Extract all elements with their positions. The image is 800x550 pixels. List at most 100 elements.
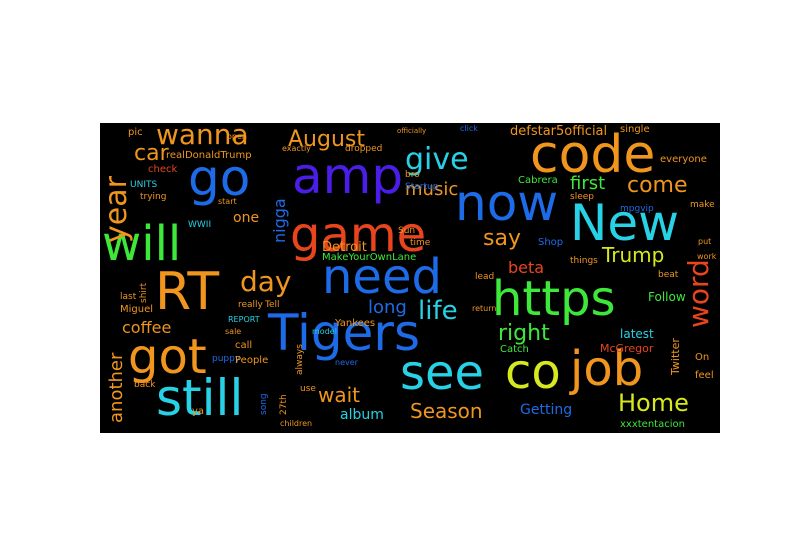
word-Tigers: Tigers — [268, 304, 421, 362]
word-check: check — [148, 164, 178, 175]
word-coffee: coffee — [122, 318, 172, 337]
word-27th: 27th — [279, 394, 289, 415]
word-see: see — [400, 345, 485, 401]
word-need: need — [322, 249, 442, 305]
word-back: back — [134, 380, 156, 390]
word-dropped: dropped — [345, 144, 383, 154]
word-Catch: Catch — [500, 344, 529, 355]
word-music: music — [405, 179, 459, 200]
word-use: use — [300, 384, 316, 394]
word-On: On — [695, 352, 710, 363]
word-long: long — [368, 297, 407, 318]
word-feel: feel — [695, 370, 714, 381]
word-really: really — [238, 300, 263, 310]
word-day: day — [240, 265, 292, 298]
word-puppy: puppy — [212, 354, 241, 364]
word-xxxtentacion: xxxtentacion — [620, 419, 685, 430]
word-last: last — [120, 292, 137, 302]
word-year: year — [100, 176, 134, 243]
word-album: album — [340, 407, 384, 423]
word-People: People — [235, 355, 269, 366]
word-shirt: shirt — [139, 282, 149, 303]
word-start: start — [218, 197, 237, 206]
word-call: call — [235, 340, 253, 351]
word-Startup: Startup — [405, 182, 439, 192]
word-Miguel: Miguel — [120, 304, 154, 315]
word-defstar5official: defstar5official — [510, 124, 608, 139]
word-officially: officially — [397, 127, 427, 135]
word-make: make — [690, 200, 715, 210]
word-everyone: everyone — [660, 154, 707, 165]
word-beta: beta — [508, 258, 545, 277]
word-put: put — [698, 237, 712, 246]
word-sale: sale — [225, 327, 242, 336]
word-children: children — [280, 419, 313, 428]
word-first: first — [570, 173, 606, 194]
word-New: New — [570, 194, 680, 252]
word-return: return — [472, 304, 497, 313]
word-Cabrera: Cabrera — [518, 175, 558, 186]
word-wanna: wanna — [156, 123, 249, 151]
word-go: go — [188, 149, 251, 207]
word-RT: RT — [155, 262, 220, 322]
word-bro: bro — [405, 170, 420, 180]
word-game: game — [290, 207, 427, 263]
word-latest: latest — [620, 327, 654, 341]
word-exactly: exactly — [282, 144, 311, 153]
word-right: right — [498, 321, 550, 346]
word-Getting: Getting — [520, 402, 573, 418]
word-Yankees: Yankees — [335, 318, 376, 329]
word-code: code — [530, 125, 656, 185]
word-never: never — [335, 358, 358, 367]
word-mpgvip: mpgvip — [620, 204, 654, 214]
word-REPORT: REPORT — [228, 315, 260, 324]
word-Tell: Tell — [265, 300, 280, 310]
word-co: co — [505, 344, 561, 400]
word-always: always — [295, 344, 305, 375]
word-single: single — [620, 124, 650, 135]
word-now: now — [455, 174, 559, 232]
word-wait: wait — [318, 383, 361, 407]
word-car: car — [134, 141, 169, 166]
word-ya: ya — [192, 406, 205, 417]
word-sleep: sleep — [570, 192, 594, 202]
word-beat: beat — [658, 270, 679, 280]
word-got: got — [128, 329, 207, 385]
word-another: another — [106, 352, 127, 423]
word-MakeYourOwnLane: MakeYourOwnLane — [322, 252, 417, 263]
word-time: time — [410, 238, 431, 248]
word-one: one — [233, 210, 260, 226]
word-still: still — [156, 369, 244, 427]
word-Twitter: Twitter — [669, 338, 682, 375]
word-Trump: Trump — [602, 243, 665, 267]
word-Season: Season — [410, 399, 483, 423]
word-trying: trying — [140, 192, 167, 202]
word-open: open — [227, 132, 247, 141]
word-lead: lead — [475, 272, 495, 282]
word-pic: pic — [128, 127, 143, 138]
word-Detroit: Detroit — [322, 240, 367, 255]
word-will: will — [102, 216, 182, 272]
word-things: things — [570, 256, 598, 266]
word-come: come — [627, 173, 688, 198]
word-life: life — [418, 296, 458, 326]
word-job: job — [570, 341, 644, 397]
word-work: work — [697, 252, 717, 261]
word-realDonaldTrump: realDonaldTrump — [166, 150, 252, 161]
word-UNITS: UNITS — [130, 180, 158, 190]
word-McGregor: McGregor — [600, 342, 654, 355]
word-click: click — [460, 124, 478, 133]
word-WWII: WWII — [188, 220, 212, 230]
word-https: https — [492, 271, 616, 327]
word-give: give — [405, 142, 469, 177]
word-say: say — [483, 226, 521, 251]
word-model: model — [312, 327, 337, 336]
word-amp: amp — [292, 147, 404, 205]
word-song: song — [259, 393, 269, 415]
word-Sun: Sun — [398, 226, 416, 236]
word-Follow: Follow — [648, 290, 686, 304]
word-cloud: code now amp go New will game need https… — [100, 123, 720, 433]
word-word: word — [682, 259, 715, 328]
word-Home: Home — [618, 389, 689, 417]
word-Shop: Shop — [538, 237, 564, 248]
